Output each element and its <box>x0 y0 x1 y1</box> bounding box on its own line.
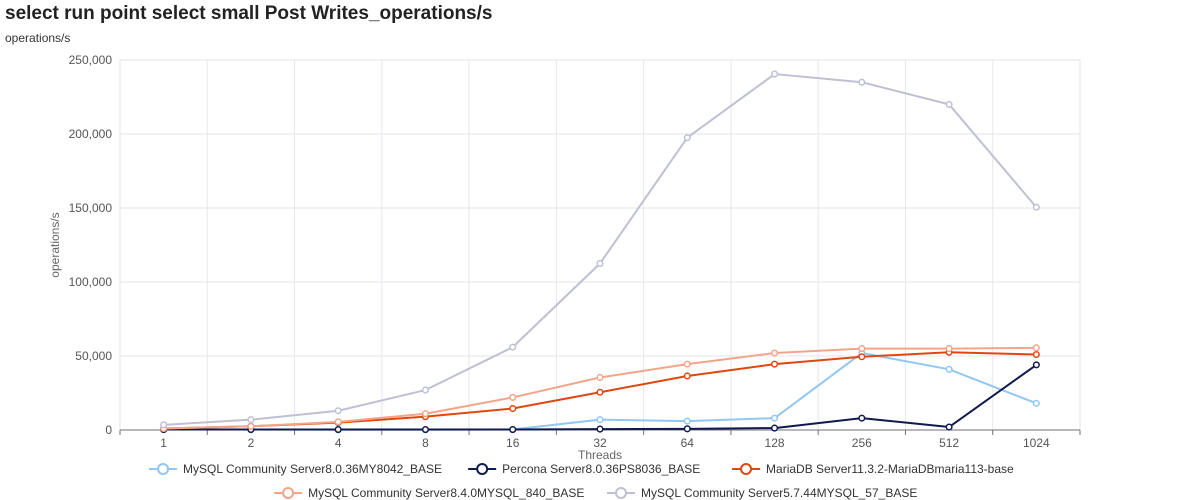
legend-item[interactable]: Percona Server8.0.36PS8036_BASE <box>468 462 700 476</box>
chart-subtitle: operations/s <box>5 31 71 45</box>
data-point <box>1032 350 1040 359</box>
x-tick-label: 512 <box>939 436 959 450</box>
data-point <box>247 416 255 424</box>
legend[interactable]: MySQL Community Server8.0.36MY8042_BASE P… <box>149 462 1014 500</box>
y-tick-label: 0 <box>105 423 112 437</box>
series-lines <box>160 70 1040 434</box>
data-point <box>334 418 342 426</box>
data-point <box>160 421 168 429</box>
legend-marker-icon <box>282 487 295 499</box>
data-point <box>683 372 691 380</box>
data-point <box>770 414 779 422</box>
x-tick-label: 128 <box>765 436 785 450</box>
data-point <box>770 70 779 78</box>
chart-title: select run point select small Post Write… <box>5 3 493 24</box>
data-point <box>858 353 866 361</box>
data-point <box>945 345 953 353</box>
legend-label: MySQL Community Server5.7.44MYSQL_57_BAS… <box>641 486 917 500</box>
data-point <box>421 386 430 394</box>
data-point <box>596 416 604 424</box>
data-point <box>509 426 517 434</box>
x-tick-label: 2 <box>248 436 255 450</box>
data-point <box>770 349 779 357</box>
x-tick-label: 16 <box>506 436 520 450</box>
data-point <box>1032 203 1040 211</box>
axes: 0 50,000 100,000 150,000 200,000 250,000 1 2 4 8 1… <box>69 53 1081 450</box>
y-tick-label: 250,000 <box>69 53 113 67</box>
data-point <box>858 78 866 86</box>
x-tick-label: 256 <box>852 436 872 450</box>
data-point <box>858 414 866 422</box>
x-tick-label: 1 <box>160 436 167 450</box>
data-point <box>509 343 517 351</box>
data-point <box>509 404 517 413</box>
legend-item[interactable]: MySQL Community Server8.4.0MYSQL_840_BAS… <box>274 486 584 500</box>
data-point <box>596 373 604 382</box>
data-point <box>1032 361 1040 369</box>
x-tick-label: 32 <box>593 436 607 450</box>
data-point <box>334 407 342 415</box>
x-axis-title: Threads <box>578 448 622 462</box>
legend-marker-icon <box>615 487 627 499</box>
y-tick-label: 100,000 <box>69 275 113 289</box>
data-point <box>421 410 430 418</box>
x-tick-label: 64 <box>681 436 695 450</box>
data-point <box>945 100 953 108</box>
legend-marker-icon <box>476 463 489 475</box>
legend-label: Percona Server8.0.36PS8036_BASE <box>502 462 700 476</box>
data-point <box>858 345 866 353</box>
legend-label: MariaDB Server11.3.2-MariaDBmaria113-bas… <box>766 462 1014 476</box>
data-point <box>683 134 691 142</box>
data-point <box>596 425 604 433</box>
y-tick-label: 50,000 <box>75 349 112 363</box>
data-point <box>334 426 342 434</box>
data-point <box>596 388 604 396</box>
legend-label: MySQL Community Server8.0.36MY8042_BASE <box>183 462 442 476</box>
data-point <box>770 360 779 368</box>
data-point <box>945 365 953 373</box>
grid-lines <box>119 59 1081 430</box>
legend-item[interactable]: MySQL Community Server5.7.44MYSQL_57_BAS… <box>607 486 917 500</box>
data-point <box>247 422 255 430</box>
data-point <box>945 423 953 431</box>
legend-marker-icon <box>740 463 753 475</box>
y-tick-label: 200,000 <box>69 127 113 141</box>
legend-label: MySQL Community Server8.4.0MYSQL_840_BAS… <box>308 486 584 500</box>
data-point <box>683 417 691 425</box>
data-point <box>770 424 779 432</box>
legend-marker-icon <box>157 463 170 475</box>
x-tick-label: 8 <box>422 436 429 450</box>
data-point <box>509 393 517 401</box>
legend-item[interactable]: MySQL Community Server8.0.36MY8042_BASE <box>149 462 442 476</box>
data-point <box>1032 399 1040 407</box>
y-axis-title: operations/s <box>48 212 62 277</box>
legend-item[interactable]: MariaDB Server11.3.2-MariaDBmaria113-bas… <box>732 462 1014 476</box>
data-point <box>1032 344 1040 352</box>
y-tick-label: 150,000 <box>69 201 113 215</box>
x-tick-label: 4 <box>335 436 342 450</box>
x-tick-label: 1024 <box>1023 436 1050 450</box>
data-point <box>683 425 691 433</box>
series-group <box>160 70 1040 429</box>
data-point <box>421 426 430 434</box>
data-point <box>683 360 691 368</box>
data-point <box>596 259 604 268</box>
